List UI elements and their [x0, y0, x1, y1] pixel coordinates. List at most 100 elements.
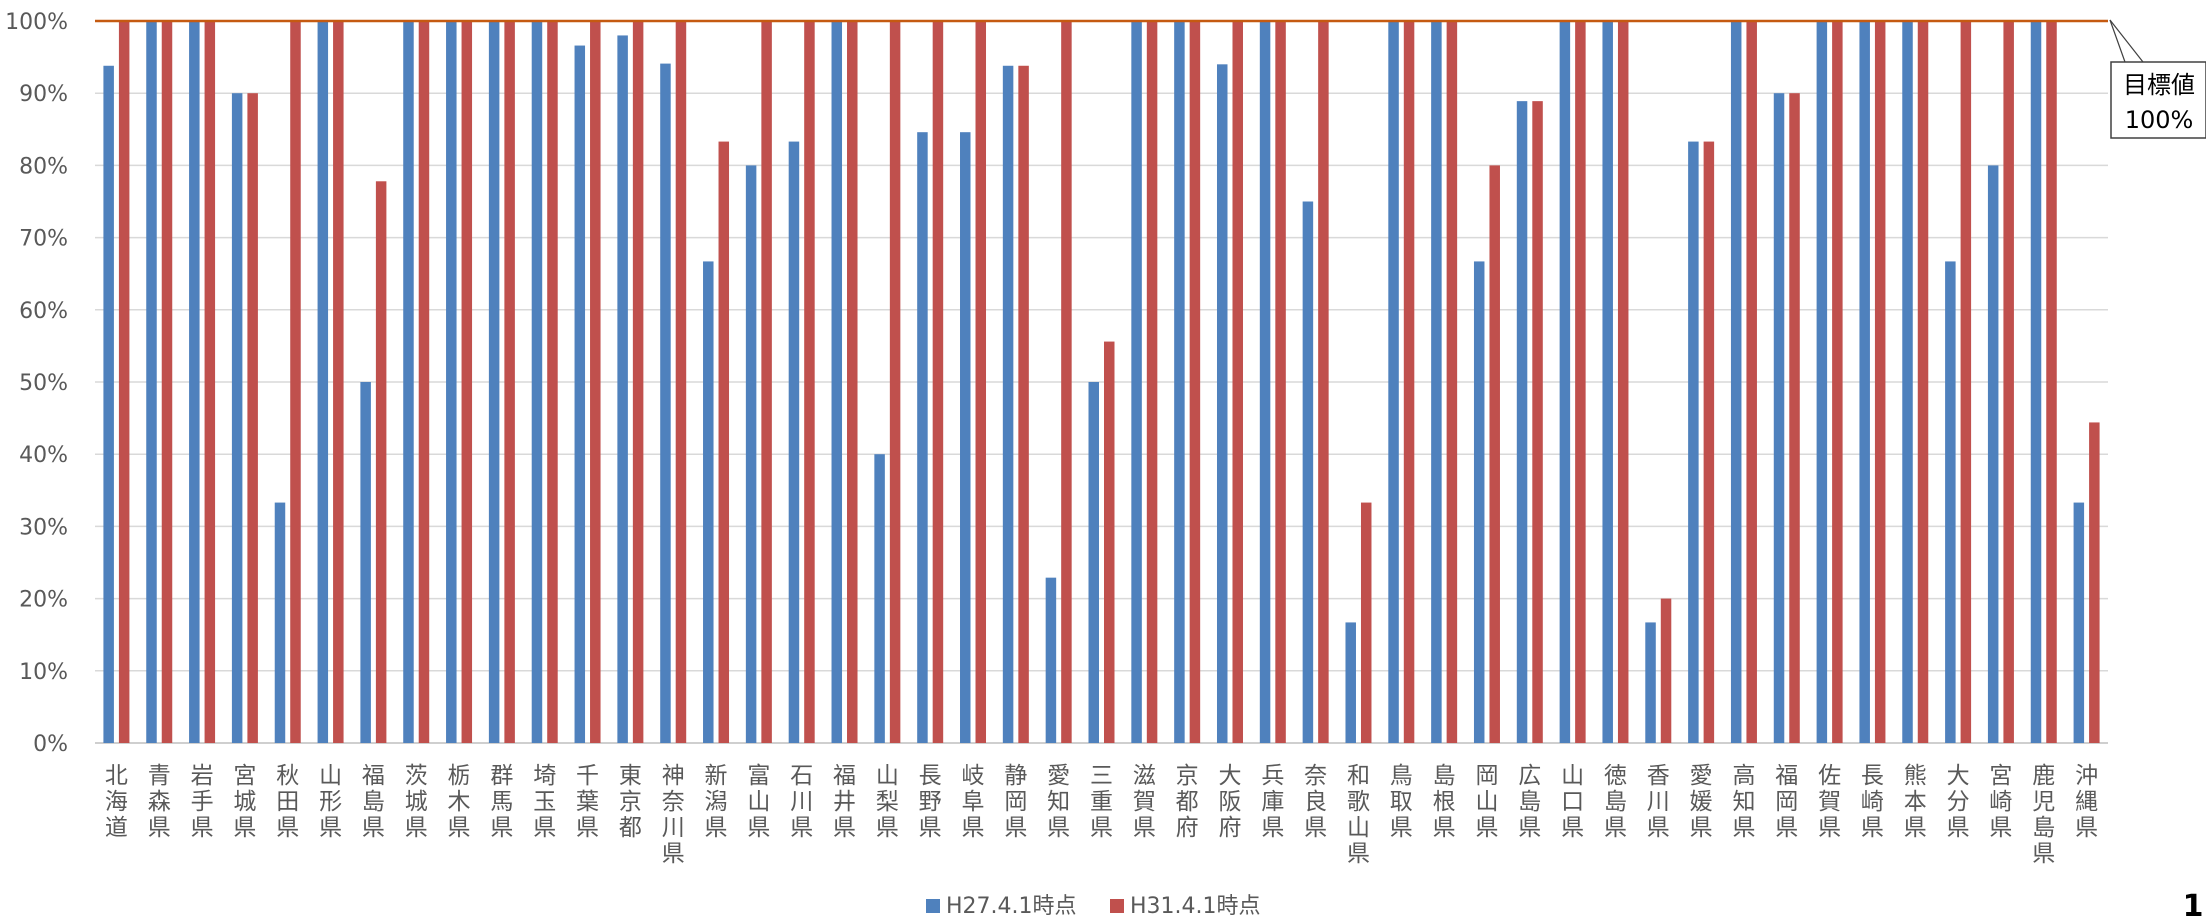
x-category-label: 茨城県	[405, 763, 428, 841]
callout-leader-line	[2109, 19, 2144, 63]
bar-h27	[1559, 21, 1571, 743]
x-category-label: 神奈川県	[662, 763, 685, 867]
bar-h31	[632, 21, 644, 743]
bar-h27	[1431, 21, 1442, 743]
x-category-label: 東京都	[619, 763, 642, 841]
x-category-label: 新潟県	[705, 763, 728, 841]
bar-h31	[1575, 21, 1586, 743]
bar-h27	[1259, 21, 1271, 743]
bar-h27	[1002, 65, 1014, 744]
bar-h27	[617, 35, 628, 743]
bar-h31	[1746, 21, 1757, 743]
bar-h31	[290, 21, 301, 743]
x-category-label: 高知県	[1732, 763, 1755, 841]
bar-h27	[446, 21, 457, 743]
bar-h27	[1602, 21, 1613, 743]
x-category-label: 香川県	[1647, 763, 1670, 841]
bar-h31	[375, 181, 387, 743]
y-tick-label: 70%	[19, 227, 68, 252]
bar-h27	[1088, 382, 1099, 743]
bar-h27	[574, 45, 586, 744]
bar-h31	[1660, 598, 1672, 743]
bar-h31	[118, 21, 130, 743]
y-tick-label: 0%	[33, 732, 68, 757]
legend-swatch-h27	[926, 899, 940, 913]
x-category-label: 和歌山県	[1347, 763, 1370, 867]
bar-h27	[1045, 577, 1057, 743]
y-tick-label: 90%	[19, 82, 68, 107]
bar-h31	[1446, 21, 1458, 743]
y-axis-ticks: 0% 10% 20% 30% 40% 50% 60% 70% 80% 90% 100%	[5, 10, 68, 757]
bar-h31	[1489, 165, 1500, 743]
x-category-label: 大阪府	[1218, 763, 1241, 841]
x-category-label: 大分県	[1947, 763, 1970, 841]
bar-h27	[745, 165, 757, 743]
x-category-label: 栃木県	[448, 763, 471, 841]
callout-text-line2: 100%	[2125, 106, 2194, 134]
bar-h27	[1174, 21, 1185, 743]
bar-h27	[788, 141, 800, 744]
bar-h31	[847, 21, 858, 743]
bar-h27	[1987, 165, 1999, 743]
x-category-label: 三重県	[1090, 763, 1113, 841]
x-category-label: 愛知県	[1047, 763, 1070, 841]
x-category-label: 石川県	[790, 763, 813, 841]
bar-h27	[488, 21, 500, 743]
x-category-label: 福岡県	[1775, 763, 1798, 841]
bar-h31	[461, 21, 473, 743]
x-category-label: 京都府	[1176, 763, 1199, 841]
callout-text-line1: 目標値	[2123, 71, 2195, 99]
bar-h31	[1703, 141, 1715, 744]
bar-h31	[804, 21, 815, 743]
y-tick-label: 100%	[5, 10, 68, 35]
bar-h27	[189, 21, 200, 743]
bar-h31	[1874, 21, 1886, 743]
bar-h31	[204, 21, 216, 743]
x-category-label: 滋賀県	[1133, 763, 1156, 841]
bar-h31	[1318, 21, 1329, 743]
x-category-label: 群馬県	[490, 763, 513, 841]
bar-h31	[1275, 21, 1286, 743]
x-category-label: 愛媛県	[1690, 763, 1713, 841]
bar-h27	[703, 261, 714, 743]
bar-h27	[360, 382, 371, 743]
legend: H27.4.1時点 H31.4.1時点	[926, 894, 1261, 919]
bar-h31	[547, 21, 558, 743]
x-category-label: 岡山県	[1475, 763, 1498, 841]
x-category-label: 山形県	[319, 763, 342, 841]
bar-h31	[889, 21, 901, 743]
bar-h27	[2073, 502, 2085, 743]
bar-h27	[231, 93, 243, 743]
bar-h31	[1360, 502, 1372, 743]
bar-h31	[932, 21, 944, 743]
x-category-label: 岐阜県	[962, 763, 985, 841]
bar-h31	[504, 21, 515, 743]
y-tick-label: 20%	[19, 588, 68, 613]
x-category-label: 広島県	[1518, 763, 1541, 841]
bar-h31	[975, 21, 987, 743]
bar-h31	[161, 21, 173, 743]
bar-h31	[418, 21, 430, 743]
bar-h27	[1688, 141, 1699, 744]
bar-h27	[2030, 21, 2042, 743]
bar-h27	[317, 21, 329, 743]
x-category-label: 山梨県	[876, 763, 899, 841]
target-callout: 目標値 100%	[2109, 19, 2206, 139]
x-category-label: 徳島県	[1604, 763, 1627, 841]
x-category-label: 福井県	[833, 763, 856, 841]
y-tick-label: 10%	[19, 660, 68, 685]
x-category-label: 宮崎県	[1989, 763, 2012, 841]
bar-h27	[660, 63, 671, 743]
bar-h27	[1730, 21, 1742, 743]
bar-h27	[1131, 21, 1142, 743]
x-category-label: 鹿児島県	[2032, 763, 2055, 867]
bar-h31	[1018, 65, 1029, 744]
x-category-label: 岩手県	[191, 763, 214, 841]
bar-h27	[1945, 261, 1956, 743]
x-category-label: 沖縄県	[2075, 763, 2098, 841]
bar-h31	[2003, 21, 2014, 743]
x-category-label: 北海道	[105, 763, 128, 841]
bar-h31	[761, 21, 772, 743]
y-tick-label: 50%	[19, 371, 68, 396]
